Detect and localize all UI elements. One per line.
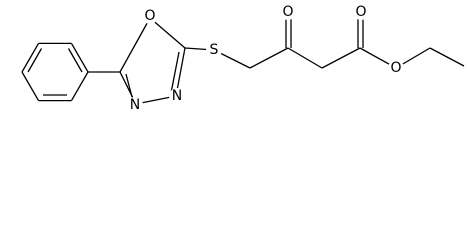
atom-label: N	[172, 88, 182, 104]
atom-label: O	[282, 4, 293, 20]
atom-label: N	[130, 97, 140, 113]
atom-label: S	[210, 42, 219, 58]
bonds	[21, 14, 465, 105]
atom-labels: O N N S O O O	[127, 4, 404, 113]
structure-diagram: O N N S O O O	[21, 4, 465, 113]
atom-label: O	[144, 8, 155, 24]
atom-label: O	[355, 4, 366, 20]
atom-label: O	[390, 60, 401, 76]
